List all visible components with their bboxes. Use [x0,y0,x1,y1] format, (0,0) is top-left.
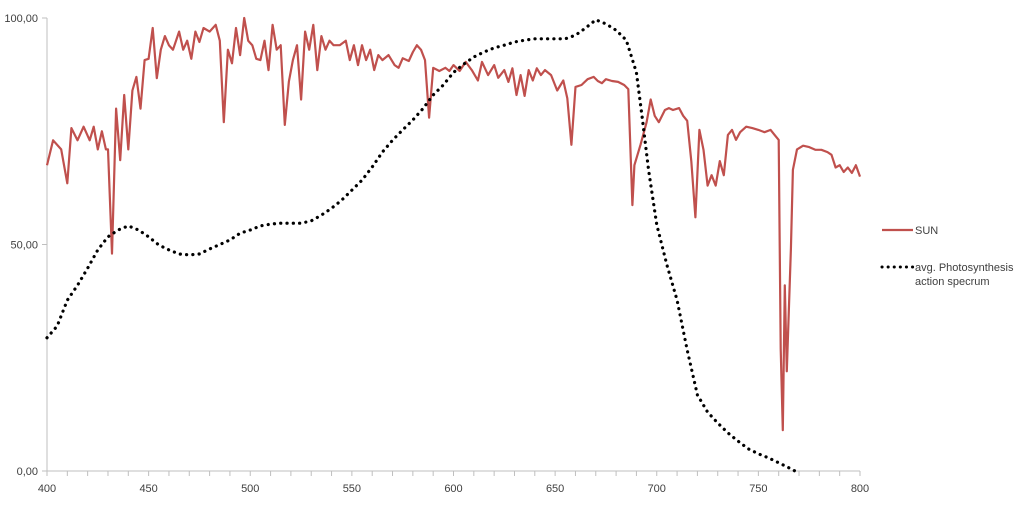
axes [46,18,860,472]
series-sun-line [45,16,862,432]
x-tick-label: 600 [444,483,462,495]
legend-sun-label: SUN [915,225,938,237]
series-photosynthesis-line [45,17,797,473]
x-tick-label: 500 [241,483,259,495]
y-tick-label: 100,00 [4,13,38,25]
y-tick-label: 0,00 [17,466,38,478]
legend-photo-label-line1: avg. Photosynthesis [915,262,1014,274]
x-tick-label: 400 [38,483,56,495]
x-tick-label: 800 [851,483,869,495]
x-tick-label: 700 [648,483,666,495]
x-tick-label: 750 [749,483,767,495]
x-tick-label: 450 [139,483,157,495]
x-tick-label: 650 [546,483,564,495]
legend: SUN avg. Photosynthesis action specrum [880,225,1014,288]
y-tick-label: 50,00 [10,240,38,252]
legend-photo-label-line2: action specrum [915,276,990,288]
x-tick-label: 550 [343,483,361,495]
